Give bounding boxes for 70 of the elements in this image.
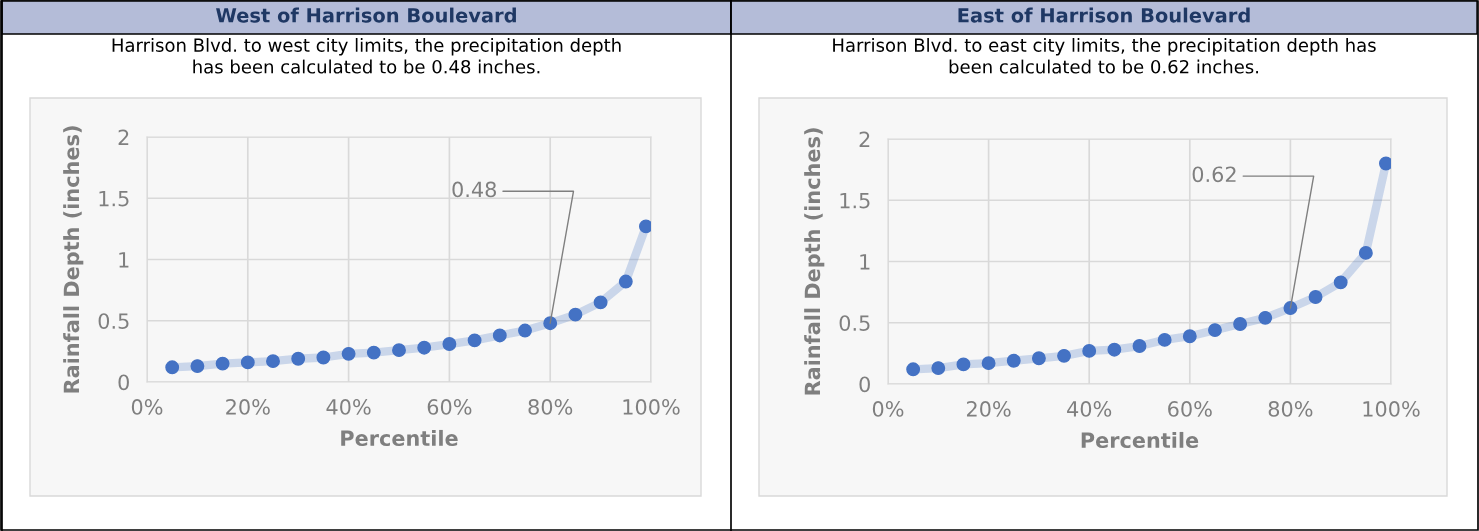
x-tick-label: 40% xyxy=(326,399,371,415)
point xyxy=(568,307,583,322)
point xyxy=(1057,348,1071,363)
point xyxy=(1031,351,1046,366)
x-tick-label: 80% xyxy=(528,399,573,415)
y-tick-label: 1.5 xyxy=(99,190,129,207)
point xyxy=(518,323,532,338)
y-tick-label: 0 xyxy=(859,376,870,393)
point xyxy=(366,345,381,360)
point xyxy=(240,355,255,370)
point xyxy=(1082,343,1097,358)
x-tick-label: 80% xyxy=(1268,401,1313,417)
point xyxy=(1182,329,1197,344)
chart-title: West of Harrison Boulevard xyxy=(216,7,516,23)
point xyxy=(1358,245,1373,260)
point xyxy=(543,316,558,331)
point xyxy=(316,350,331,365)
y-axis-title: Rainfall Depth (inches) xyxy=(63,126,84,393)
point xyxy=(467,333,482,348)
point xyxy=(1233,317,1248,331)
point xyxy=(442,337,457,351)
y-tick-label: 1 xyxy=(860,254,870,270)
point xyxy=(417,340,432,355)
point xyxy=(1107,342,1122,357)
y-tick-label: 2 xyxy=(118,129,129,145)
point xyxy=(215,356,230,371)
point xyxy=(593,295,608,310)
point xyxy=(291,351,306,366)
x-axis-title: Percentile xyxy=(1081,431,1199,449)
annotation: 0.48 xyxy=(452,181,496,198)
y-tick-label: 1 xyxy=(119,252,129,268)
y-tick-label: 1.5 xyxy=(840,192,870,209)
chart-subtitle: Harrison Blvd. to east city limits, the precipitation depth has been calculated to be 0.62 inches. xyxy=(833,38,1376,74)
point xyxy=(1283,301,1298,315)
point xyxy=(931,361,946,376)
point xyxy=(266,354,280,369)
point xyxy=(1157,332,1172,347)
x-tick-label: 0% xyxy=(131,399,163,415)
point xyxy=(956,357,971,372)
annotation: 0.62 xyxy=(1192,166,1236,183)
x-tick-label: 20% xyxy=(226,399,270,415)
x-axis-title: Percentile xyxy=(341,429,458,447)
point xyxy=(618,274,633,289)
point xyxy=(190,359,205,374)
point xyxy=(1308,290,1323,304)
point xyxy=(1006,353,1021,368)
point xyxy=(392,343,406,358)
x-tick-label: 100% xyxy=(1363,401,1420,417)
x-tick-label: 20% xyxy=(966,401,1011,417)
point xyxy=(165,360,180,375)
point xyxy=(1208,323,1222,338)
y-tick-label: 0.5 xyxy=(98,313,129,329)
x-tick-label: 100% xyxy=(623,399,680,415)
y-tick-label: 0 xyxy=(118,374,129,391)
y-axis-title: Rainfall Depth (inches) xyxy=(804,128,825,395)
x-tick-label: 0% xyxy=(872,401,904,417)
point xyxy=(492,328,507,343)
point xyxy=(906,362,921,377)
point xyxy=(981,356,996,371)
chart-title: East of Harrison Boulevard xyxy=(958,7,1250,23)
point xyxy=(1333,275,1348,290)
chart-subtitle: Harrison Blvd. to west city limits, the precipitation depth has been calculated to be 0.48 inches. xyxy=(112,38,621,74)
point xyxy=(1132,339,1147,353)
y-tick-label: 2 xyxy=(859,131,870,147)
x-tick-label: 60% xyxy=(1168,401,1212,417)
x-tick-label: 40% xyxy=(1067,401,1112,417)
point xyxy=(1258,310,1273,325)
x-tick-label: 60% xyxy=(427,399,472,415)
point xyxy=(341,346,356,361)
y-tick-label: 0.5 xyxy=(839,315,870,331)
